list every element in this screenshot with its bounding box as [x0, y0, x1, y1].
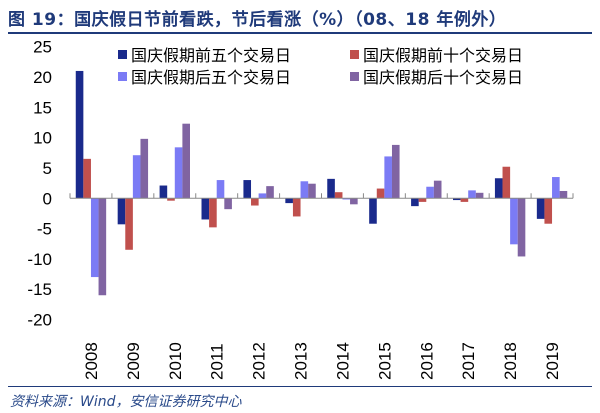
bar-2008-s4	[98, 198, 107, 296]
x-tick-label: 2019	[543, 342, 562, 380]
bar-2019-s1	[536, 198, 545, 219]
x-tick-label: 2009	[124, 342, 143, 380]
y-tick-label: -10	[27, 250, 52, 269]
bar-2010-s1	[159, 185, 168, 199]
x-tick-label: 2013	[292, 342, 311, 380]
bar-2010-s4	[182, 123, 190, 199]
bar-2010-s3	[174, 147, 183, 199]
bar-2009-s3	[132, 155, 141, 199]
x-tick-label: 2017	[459, 342, 478, 380]
bar-2013-s1	[285, 198, 293, 204]
bar-2014-s1	[327, 178, 335, 199]
x-tick-label: 2015	[375, 342, 394, 380]
bar-2018-s4	[517, 198, 526, 257]
bar-2015-s2	[376, 188, 385, 199]
legend-swatch	[118, 72, 127, 81]
y-tick-label: 5	[43, 159, 52, 178]
y-tick-label: 10	[33, 129, 52, 148]
bar-2011-s1	[201, 198, 210, 220]
bar-2014-s2	[334, 192, 343, 199]
legend-swatch	[118, 50, 127, 59]
x-tick-label: 2011	[208, 343, 227, 380]
bar-2018-s3	[510, 198, 518, 245]
x-tick-label: 2018	[501, 342, 520, 380]
y-axis: 25 20 15 10 5 0 -5 -10 -15 -20	[27, 38, 52, 330]
bar-2010-s2	[167, 198, 175, 201]
bars	[75, 70, 568, 296]
bar-2013-s2	[292, 198, 301, 217]
bar-2015-s4	[391, 144, 400, 199]
x-tick-label: 2012	[250, 342, 269, 380]
bar-2012-s1	[243, 180, 252, 199]
bar-2009-s1	[117, 198, 126, 225]
bar-2012-s4	[266, 186, 274, 199]
legend-label: 国庆假期前五个交易日	[131, 46, 291, 65]
bar-2017-s3	[468, 190, 476, 199]
x-tick-labels: 2008 2009 2010 2011 2012 2013 2014 2015 2016 2017…	[82, 342, 562, 380]
bar-2013-s3	[300, 181, 309, 199]
source-note: 资料来源：Wind，安信证券研究中心	[10, 394, 242, 410]
bar-2011-s2	[209, 198, 217, 228]
x-tick-label: 2014	[333, 342, 352, 380]
bar-2008-s3	[90, 198, 99, 278]
bar-2016-s4	[433, 180, 442, 199]
x-axis	[69, 193, 574, 199]
bar-2011-s4	[224, 198, 232, 210]
bar-2016-s3	[426, 186, 434, 199]
bar-2018-s1	[494, 178, 503, 199]
legend-label: 国庆假期前十个交易日	[363, 46, 523, 65]
y-tick-label: -20	[27, 311, 52, 330]
bar-2008-s1	[75, 70, 84, 199]
legend-label: 国庆假期后十个交易日	[363, 68, 523, 87]
chart-title: 图 19：国庆假日节前看跌，节后看涨（%）（08、18 年例外）	[8, 10, 507, 30]
bar-2012-s3	[258, 193, 267, 199]
bar-2008-s2	[83, 158, 91, 199]
title-divider	[8, 32, 592, 34]
bar-2009-s2	[125, 198, 133, 250]
legend-label: 国庆假期后五个交易日	[131, 68, 291, 87]
bar-2015-s3	[384, 156, 392, 199]
bar-2019-s3	[552, 177, 560, 199]
bar-2018-s2	[502, 166, 511, 199]
legend-swatch	[350, 72, 359, 81]
bar-2013-s4	[308, 183, 316, 199]
legend-swatch	[350, 50, 359, 59]
y-tick-label: 25	[33, 38, 52, 57]
bar-2014-s4	[350, 198, 358, 205]
bar-2019-s4	[559, 190, 568, 199]
bar-2012-s2	[251, 198, 259, 206]
y-tick-label: 20	[33, 68, 52, 87]
bar-2019-s2	[544, 198, 553, 224]
bar-2014-s3	[342, 198, 351, 200]
bar-2017-s2	[460, 198, 469, 202]
bar-2016-s1	[411, 198, 419, 207]
bar-2016-s2	[418, 198, 427, 202]
y-tick-label: -15	[27, 280, 52, 299]
bar-2017-s4	[475, 192, 484, 199]
x-tick-label: 2008	[82, 342, 101, 380]
x-tick-label: 2010	[166, 342, 185, 380]
y-tick-label: -5	[37, 220, 52, 239]
bar-2011-s3	[216, 180, 225, 199]
y-tick-label: 15	[33, 98, 52, 117]
footer-divider	[8, 386, 592, 387]
bar-2015-s1	[369, 198, 377, 224]
x-tick-label: 2016	[417, 342, 436, 380]
y-tick-label: 0	[43, 189, 52, 208]
bar-2017-s1	[453, 198, 461, 201]
bar-2009-s4	[140, 138, 149, 199]
